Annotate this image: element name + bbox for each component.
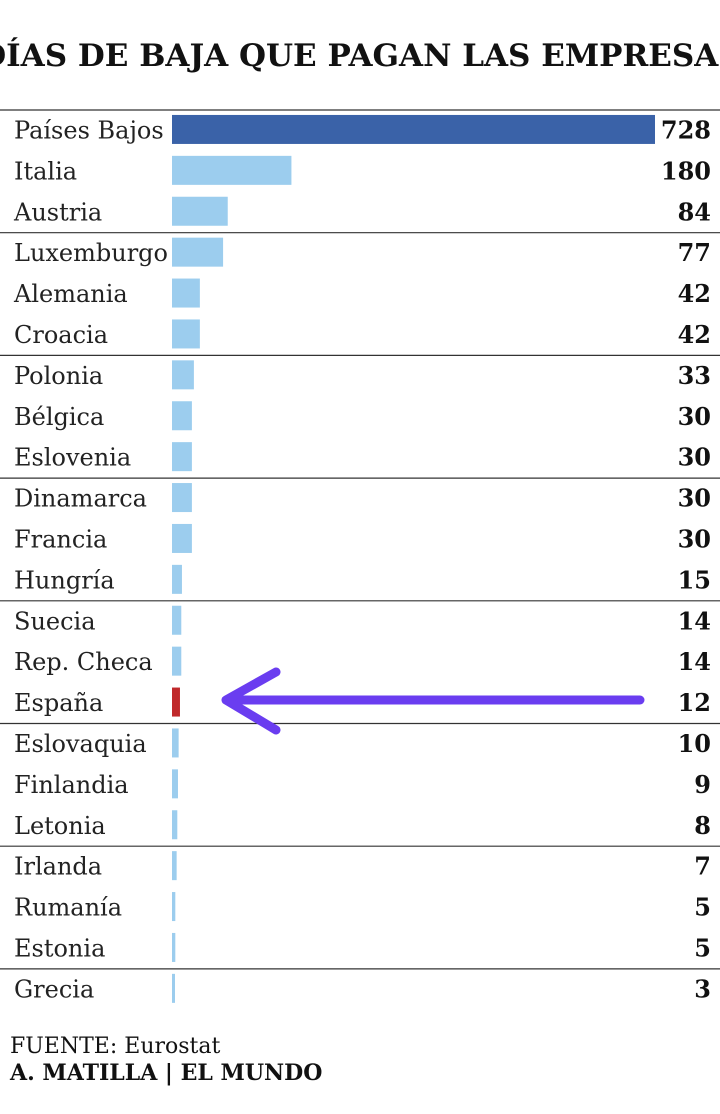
bar (172, 114, 655, 144)
category-label: Polonia (14, 362, 103, 390)
source-note: FUENTE: Eurostat (10, 1034, 221, 1059)
bar (172, 401, 192, 431)
category-label: Países Bajos (14, 116, 164, 144)
category-label: Eslovaquia (14, 730, 147, 758)
bar (172, 892, 176, 922)
data-label: 14 (678, 606, 711, 635)
category-label: España (14, 689, 103, 717)
bar (172, 605, 182, 635)
data-label: 30 (678, 484, 711, 513)
bar (172, 973, 175, 1003)
bar (172, 851, 177, 881)
data-label: 5 (694, 893, 711, 922)
bar (172, 646, 182, 676)
category-label: Rep. Checa (14, 648, 153, 676)
data-label: 728 (661, 115, 711, 144)
data-label: 14 (678, 647, 711, 676)
bar (172, 728, 179, 758)
bar (172, 810, 178, 840)
data-label: 3 (694, 974, 711, 1003)
data-label: 15 (678, 565, 711, 594)
bar (172, 196, 228, 226)
credit-line: A. MATILLA | EL MUNDO (10, 1060, 323, 1086)
category-label: Irlanda (14, 853, 102, 881)
category-label: Luxemburgo (14, 239, 168, 267)
bar (172, 687, 180, 717)
category-label: Alemania (13, 280, 128, 308)
data-label: 8 (694, 811, 711, 840)
data-label: 30 (678, 402, 711, 431)
category-label: Hungría (14, 566, 115, 594)
category-label: Dinamarca (14, 485, 147, 513)
bar (172, 442, 192, 472)
bar (172, 932, 176, 962)
category-label: Italia (14, 157, 77, 185)
chart-title: DÍAS DE BAJA QUE PAGAN LAS EMPRESAS (0, 36, 720, 74)
category-label: Finlandia (14, 771, 129, 799)
bar (172, 155, 292, 185)
category-label: Eslovenia (14, 444, 131, 472)
data-label: 42 (678, 279, 711, 308)
bar (172, 360, 194, 390)
category-label: Estonia (14, 934, 105, 962)
data-label: 77 (678, 238, 711, 267)
bar (172, 769, 178, 799)
data-label: 10 (678, 729, 711, 758)
category-label: Francia (14, 525, 107, 553)
category-label: Suecia (14, 607, 96, 635)
data-label: 12 (678, 688, 711, 717)
bar (172, 319, 200, 349)
data-label: 5 (694, 933, 711, 962)
category-label: Croacia (14, 321, 108, 349)
category-label: Letonia (14, 812, 106, 840)
bar (172, 237, 224, 267)
data-label: 30 (678, 524, 711, 553)
data-label: 7 (694, 852, 711, 881)
category-label: Bélgica (14, 403, 104, 431)
chart-rows: Países Bajos 728 Italia 180 Austria 84 Luxembu… (0, 109, 720, 1003)
data-label: 9 (694, 770, 711, 799)
data-label: 33 (678, 361, 711, 390)
bar (172, 523, 192, 553)
data-label: 42 (678, 320, 711, 349)
data-label: 30 (678, 443, 711, 472)
category-label: Grecia (14, 975, 94, 1003)
bar (172, 483, 192, 513)
data-label: 84 (678, 197, 711, 226)
bar (172, 278, 200, 308)
annotation-arrow (221, 667, 645, 735)
category-label: Rumanía (14, 894, 122, 922)
category-label: Austria (13, 198, 102, 226)
data-label: 180 (661, 156, 711, 185)
bar (172, 564, 182, 594)
